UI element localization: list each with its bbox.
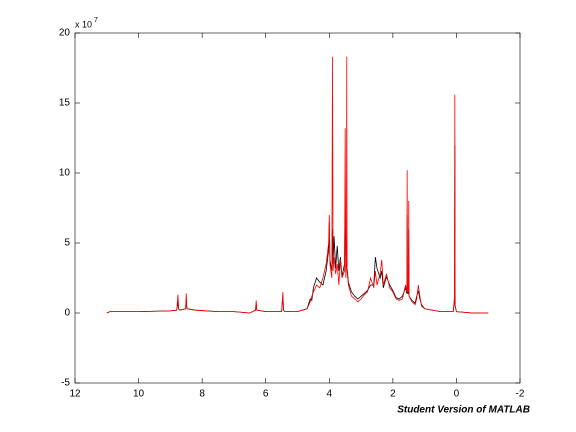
x-tick-label: -2 [516,389,525,400]
y-tick-label: 15 [59,98,71,109]
plot-area [106,56,489,314]
axes-box [74,32,521,384]
y-tick-label: -5 [61,378,70,389]
x-tick-label: 4 [327,389,333,400]
x-tick-label: 0 [454,389,460,400]
x-tick-label: 6 [263,389,269,400]
x-tick-label: 8 [199,389,205,400]
y-exponent-base: x 10 [75,19,92,29]
y-tick-label: 5 [64,238,70,249]
series-line [106,56,489,314]
x-tick-label: 12 [69,389,81,400]
watermark: Student Version of MATLAB [397,405,530,416]
y-tick-label: 10 [59,168,71,179]
y-tick-label: 20 [59,28,71,39]
y-tick-label: 0 [64,308,70,319]
x-tick-label: 10 [133,389,145,400]
x-tick-label: 2 [390,389,396,400]
y-exponent: 7 [94,17,98,24]
